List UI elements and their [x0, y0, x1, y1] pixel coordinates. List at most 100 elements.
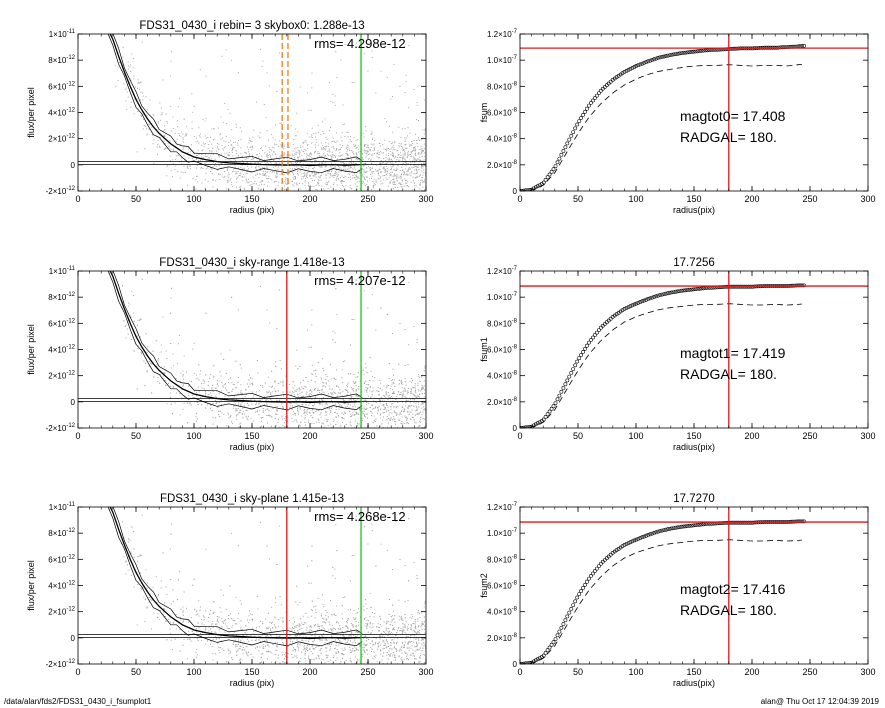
scatter-point — [393, 174, 395, 176]
scatter-point — [424, 408, 426, 410]
scatter-point — [133, 113, 135, 115]
scatter-point — [169, 75, 171, 77]
scatter-point — [248, 142, 250, 144]
scatter-point — [424, 155, 426, 157]
scatter-point — [357, 376, 359, 378]
scatter-point — [310, 136, 312, 138]
scatter-point — [182, 141, 184, 143]
scatter-point — [341, 158, 343, 160]
scatter-point — [393, 405, 395, 407]
scatter-point — [331, 392, 333, 394]
scatter-point — [398, 383, 400, 385]
scatter-point — [378, 391, 380, 393]
scatter-point — [220, 138, 222, 140]
scatter-point — [289, 154, 291, 156]
scatter-point — [273, 151, 275, 153]
fsum-point — [537, 420, 542, 425]
scatter-point — [310, 152, 312, 154]
scatter-point — [405, 416, 406, 418]
scatter-point — [309, 154, 310, 156]
scatter-point — [326, 174, 328, 176]
scatter-point — [311, 157, 313, 159]
scatter-point — [406, 422, 408, 424]
scatter-point — [383, 409, 385, 410]
scatter-point — [238, 189, 240, 191]
scatter-point — [320, 206, 321, 207]
scatter-point — [266, 392, 268, 394]
scatter-point — [274, 380, 276, 382]
scatter-point — [325, 146, 327, 148]
scatter-point — [320, 412, 322, 414]
scatter-point — [269, 178, 271, 180]
scatter-point — [235, 126, 237, 128]
scatter-point — [330, 127, 331, 129]
scatter-point — [237, 144, 239, 146]
scatter-point — [369, 150, 371, 152]
scatter-point — [338, 416, 340, 418]
scatter-point — [215, 432, 216, 433]
scatter-point — [308, 189, 310, 191]
scatter-point — [355, 384, 357, 386]
scatter-point — [382, 201, 383, 202]
scatter-point — [421, 152, 423, 154]
scatter-point — [392, 166, 394, 168]
scatter-point — [244, 159, 246, 161]
scatter-point — [312, 137, 313, 139]
scatter-point — [146, 238, 147, 239]
scatter-point — [317, 183, 319, 185]
scatter-point — [342, 417, 344, 419]
scatter-point — [399, 323, 401, 324]
scatter-point — [353, 156, 355, 158]
scatter-point — [147, 346, 149, 348]
scatter-point — [416, 209, 417, 210]
scatter-point — [329, 176, 331, 178]
scatter-point — [329, 413, 331, 415]
scatter-point — [307, 414, 309, 416]
scatter-point — [317, 387, 319, 389]
scatter-point — [297, 407, 299, 409]
scatter-point — [238, 404, 239, 406]
scatter-point — [332, 93, 334, 95]
scatter-point — [237, 142, 239, 144]
scatter-point — [369, 167, 371, 169]
fsum-point — [524, 425, 528, 428]
scatter-point — [170, 130, 172, 132]
scatter-point — [267, 163, 269, 165]
scatter-point — [301, 173, 303, 175]
fsum-point — [589, 101, 593, 105]
scatter-point — [279, 162, 281, 164]
scatter-point — [301, 391, 303, 393]
scatter-point — [331, 378, 333, 380]
scatter-point — [182, 133, 184, 135]
scatter-point — [320, 403, 322, 405]
scatter-point — [318, 410, 320, 412]
scatter-point — [415, 165, 417, 167]
scatter-point — [157, 144, 159, 145]
fsum-point — [687, 50, 692, 55]
scatter-point — [262, 150, 264, 152]
scatter-point — [313, 389, 315, 391]
scatter-point — [182, 148, 184, 150]
scatter-point — [417, 401, 419, 403]
scatter-point — [202, 149, 204, 151]
scatter-point — [284, 426, 286, 428]
scatter-point — [266, 408, 268, 410]
scatter-point — [270, 155, 272, 157]
scatter-point — [323, 148, 325, 150]
scatter-point — [416, 409, 418, 411]
scatter-point — [330, 194, 331, 195]
scatter-point — [231, 181, 233, 183]
scatter-point — [317, 361, 319, 363]
scatter-point — [323, 385, 325, 387]
scatter-point — [329, 407, 331, 409]
scatter-point — [364, 414, 365, 416]
scatter-point — [182, 385, 184, 387]
scatter-point — [184, 135, 186, 137]
scatter-point — [379, 142, 381, 144]
scatter-point — [292, 168, 294, 170]
scatter-point — [341, 406, 343, 408]
scatter-point — [294, 178, 296, 180]
scatter-point — [289, 391, 291, 393]
scatter-point — [346, 150, 348, 152]
scatter-point — [415, 155, 417, 157]
